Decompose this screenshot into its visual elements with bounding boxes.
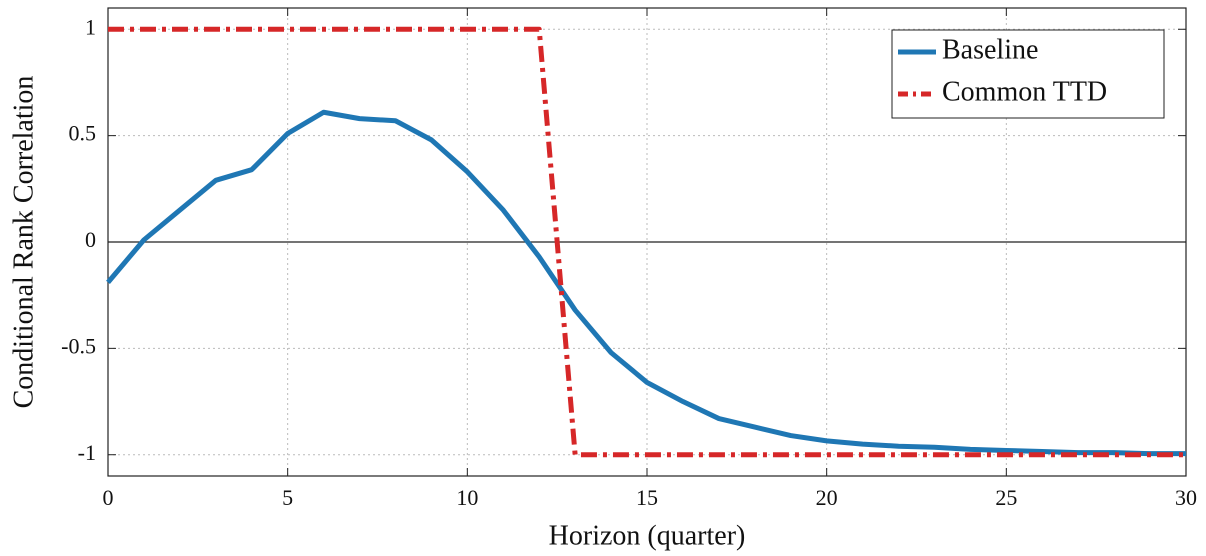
y-tick-label: -0.5 xyxy=(61,333,96,358)
series-line xyxy=(106,109,1186,457)
series-line xyxy=(108,26,1186,458)
y-axis-label: Conditional Rank Correlation xyxy=(8,76,39,409)
x-axis-label: Horizon (quarter) xyxy=(549,520,746,551)
x-tick-label: 25 xyxy=(995,485,1017,510)
y-tick-label: -1 xyxy=(78,440,96,465)
y-tick-label: 0 xyxy=(85,227,96,252)
y-tick-label: 1 xyxy=(85,14,96,39)
plot-frame xyxy=(107,7,1187,477)
legend: Baseline Common TTD xyxy=(891,29,1165,119)
x-tick-label: 30 xyxy=(1175,485,1197,510)
x-tick-label: 5 xyxy=(282,485,293,510)
x-tick-label: 0 xyxy=(103,485,114,510)
x-tick-label: 20 xyxy=(816,485,838,510)
legend-label: Baseline xyxy=(942,34,1038,65)
x-tick-label: 15 xyxy=(636,485,658,510)
legend-box xyxy=(891,29,1165,119)
x-tick-label: 10 xyxy=(456,485,478,510)
y-tick-label: 0.5 xyxy=(69,121,97,146)
legend-label: Common TTD xyxy=(942,76,1107,107)
